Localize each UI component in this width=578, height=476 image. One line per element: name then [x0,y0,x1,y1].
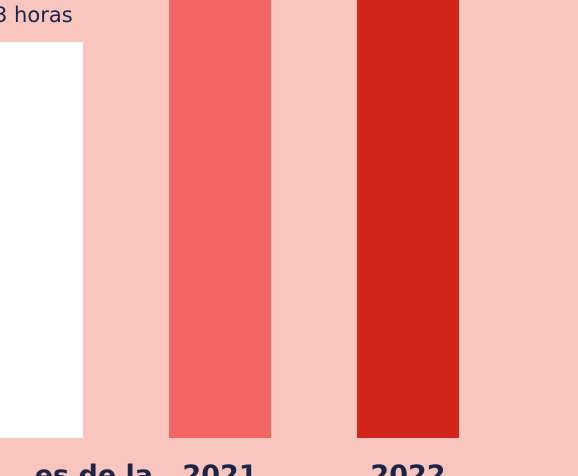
bar-2022 [357,0,459,438]
bar-white [0,42,83,438]
bar-2021 [169,0,271,438]
category-label: 2021 [182,460,257,476]
category-label: 2022 [370,460,445,476]
caption: 3 horas [0,3,73,27]
category-label: es de la [35,460,153,476]
